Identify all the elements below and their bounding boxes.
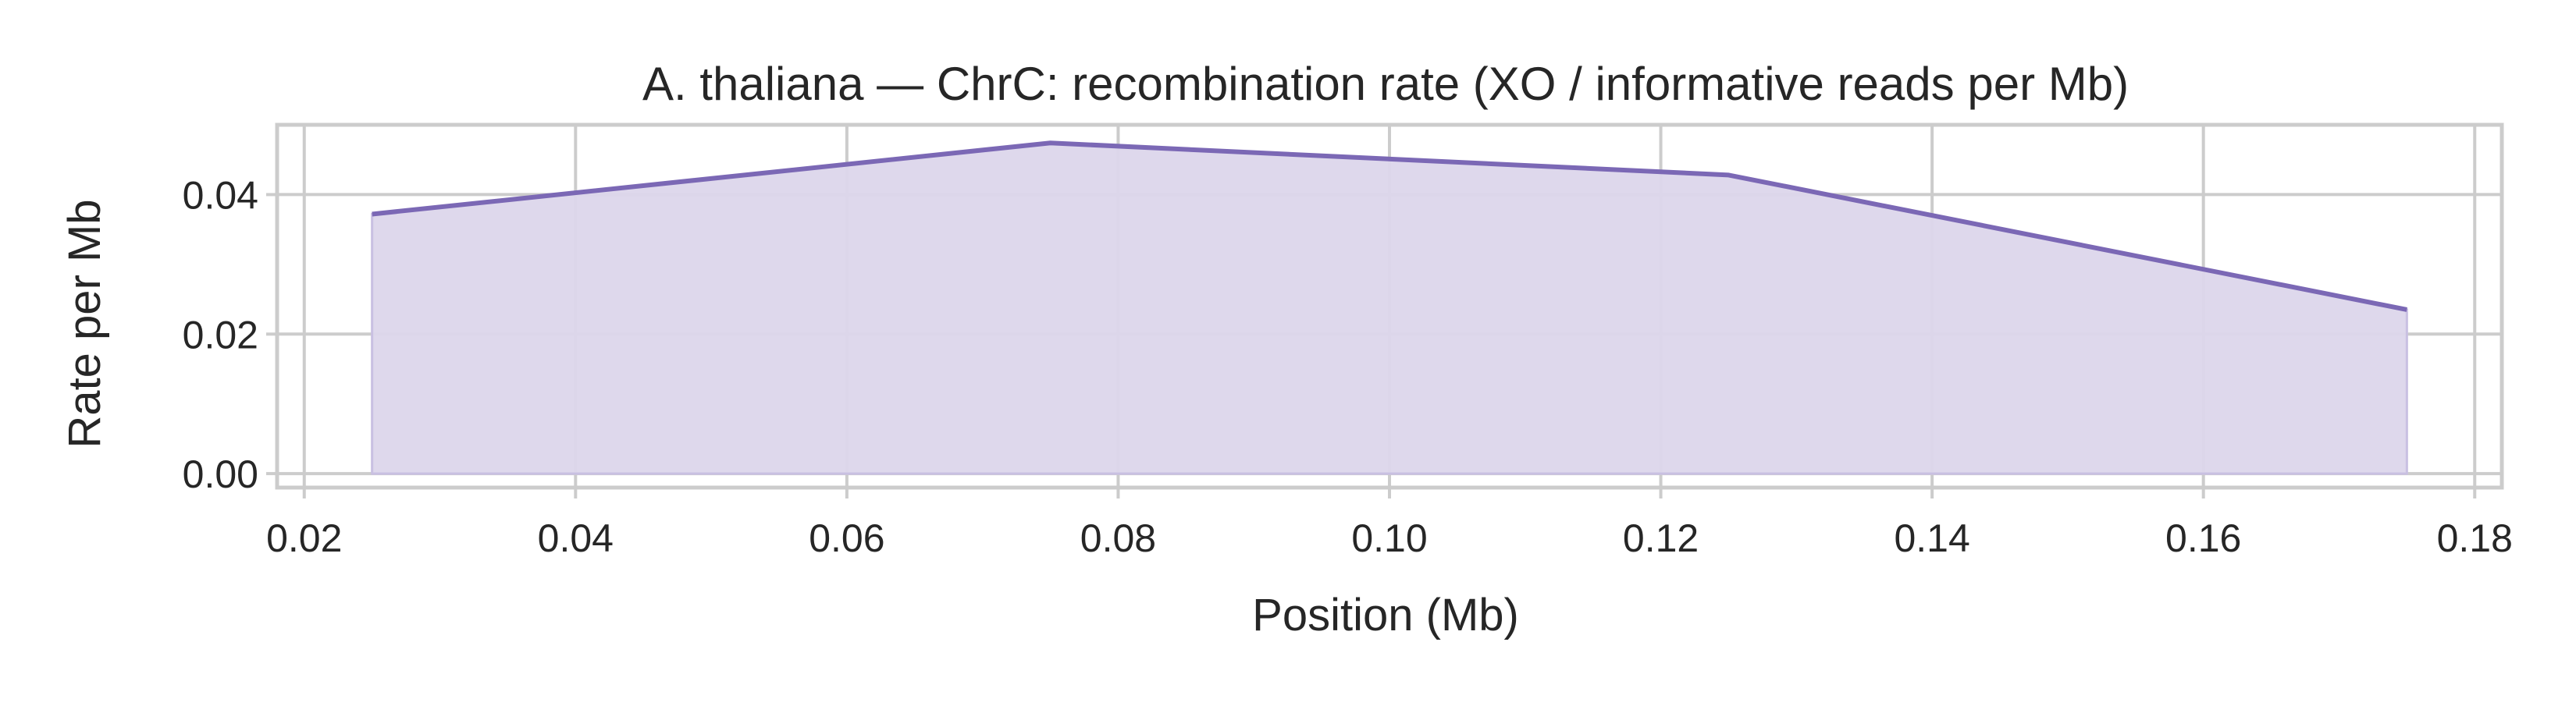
x-tick-label: 0.18 (2437, 516, 2513, 560)
x-tick-label: 0.06 (809, 516, 884, 560)
x-tick-label: 0.02 (266, 516, 342, 560)
x-tick-label: 0.14 (1894, 516, 1969, 560)
y-tick-label: 0.04 (183, 173, 258, 217)
y-axis-label: Rate per Mb (59, 199, 110, 448)
y-tick-label: 0.02 (183, 313, 258, 357)
y-tick-label: 0.00 (183, 452, 258, 496)
x-tick-label: 0.08 (1080, 516, 1156, 560)
chart-title: A. thaliana — ChrC: recombination rate (… (642, 58, 2129, 110)
x-axis-label: Position (Mb) (1252, 590, 1519, 640)
x-tick-label: 0.16 (2165, 516, 2241, 560)
area-layer (372, 143, 2407, 474)
series-area-fill (372, 143, 2407, 474)
x-tick-label: 0.12 (1623, 516, 1699, 560)
x-tick-label: 0.04 (538, 516, 614, 560)
x-tick-label: 0.10 (1351, 516, 1427, 560)
